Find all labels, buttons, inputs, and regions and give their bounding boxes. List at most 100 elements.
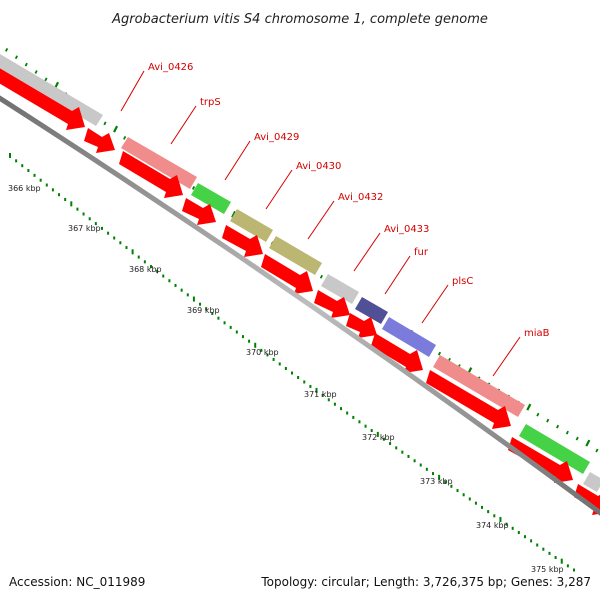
scale-dot [376,431,379,437]
gene-label: Avi_0433 [384,224,429,235]
scale-dot [70,201,73,207]
cds-arrow [119,151,183,198]
kbp-label: 368 kbp [129,265,162,274]
label-leaders [120,70,521,377]
scale-dot [346,411,349,415]
kbp-label: 375 kbp [531,565,564,574]
feature-bar [433,355,525,417]
scale-dot [505,522,508,526]
scale-dot [88,217,91,221]
scale-dot [364,424,367,428]
label-leader [224,140,251,181]
scale-dot [94,222,97,226]
scale-dot [137,255,140,259]
scale-dot [419,463,422,467]
scale-dot [174,283,177,287]
feature-bar [121,137,197,189]
scale-dot [315,387,318,393]
scale-dot [186,293,189,297]
scale-tick [536,412,540,417]
scale-dot [358,420,361,424]
gene-label: Avi_0432 [338,192,383,203]
cds-arrow [346,313,377,338]
scale-dot [76,207,79,211]
scale-dot [100,226,103,230]
scale-dot [401,450,404,454]
scale-dot [39,178,42,182]
kbp-label: 366 kbp [8,184,41,193]
outer-tick-ring [5,47,599,453]
scale-dot [260,348,263,352]
scale-dot [456,489,459,493]
scale-dot [566,564,569,568]
scale-dot [462,493,465,497]
scale-dot [511,526,514,530]
label-leader [307,200,335,240]
scale-dot [131,249,134,255]
scale-dot [82,212,85,216]
scale-dot [211,312,214,316]
map-title: Agrobacterium vitis S4 chromosome 1, com… [111,12,488,27]
scale-dot [340,407,343,411]
scale-dot [321,393,324,397]
gene-label: fur [414,247,429,258]
scale-dot [432,472,434,476]
scale-dot [51,188,54,192]
scale-dot [444,480,447,484]
feature-bar [519,424,590,474]
kbp-label: 372 kbp [362,433,395,442]
kbp-labels: 366 kbp 367 kbp 368 kbp 369 kbp 370 kbp … [8,184,564,574]
inner-tick-ring [9,153,575,572]
scale-tick [526,403,532,411]
feature-bar [583,472,600,492]
scale-dot [438,474,441,480]
scale-tick [319,274,323,279]
scale-dot [450,484,453,488]
scale-dot [254,342,257,348]
scale-tick [191,186,196,190]
feature-bar [321,274,359,304]
scale-dot [64,198,67,202]
scale-tick [123,135,127,140]
scale-dot [205,307,208,311]
scale-dot [481,505,484,509]
scale-dot [389,442,392,446]
scale-tick [5,47,9,52]
scale-dot [303,380,306,384]
scale-dot [162,274,165,278]
scale-tick [44,77,48,82]
cds-arrow [84,128,115,153]
scale-dot [27,169,30,173]
scale-dot [241,335,244,339]
label-leader [492,336,521,377]
scale-dot [425,467,428,471]
label-leader [170,105,197,145]
scale-tick [585,439,591,447]
scale-tick [113,125,119,133]
gene-labels: Avi_0426 trpS Avi_0429 Avi_0430 Avi_0432… [148,62,550,339]
feature-bar [191,183,231,214]
scale-dot [493,514,496,518]
scale-dot [536,543,539,547]
gene-label: plsC [452,276,473,287]
scale-dot [192,296,195,302]
scale-tick [575,436,579,441]
scale-dot [291,371,293,375]
scale-dot [217,316,220,320]
scale-dot [156,269,159,273]
scale-dot [15,159,18,163]
scale-dot [9,153,11,158]
kbp-label: 374 kbp [476,521,509,530]
gene-label: miaB [524,328,550,339]
kbp-label: 369 kbp [187,306,220,315]
scale-dot [45,183,48,187]
scale-dot [548,551,551,555]
genome-backbone [0,95,600,516]
scale-tick [565,430,569,435]
scale-dot [199,302,202,306]
label-leader [353,232,381,272]
cds-arrow [508,437,573,483]
cds-arrow [222,225,263,257]
label-leader [120,70,145,112]
